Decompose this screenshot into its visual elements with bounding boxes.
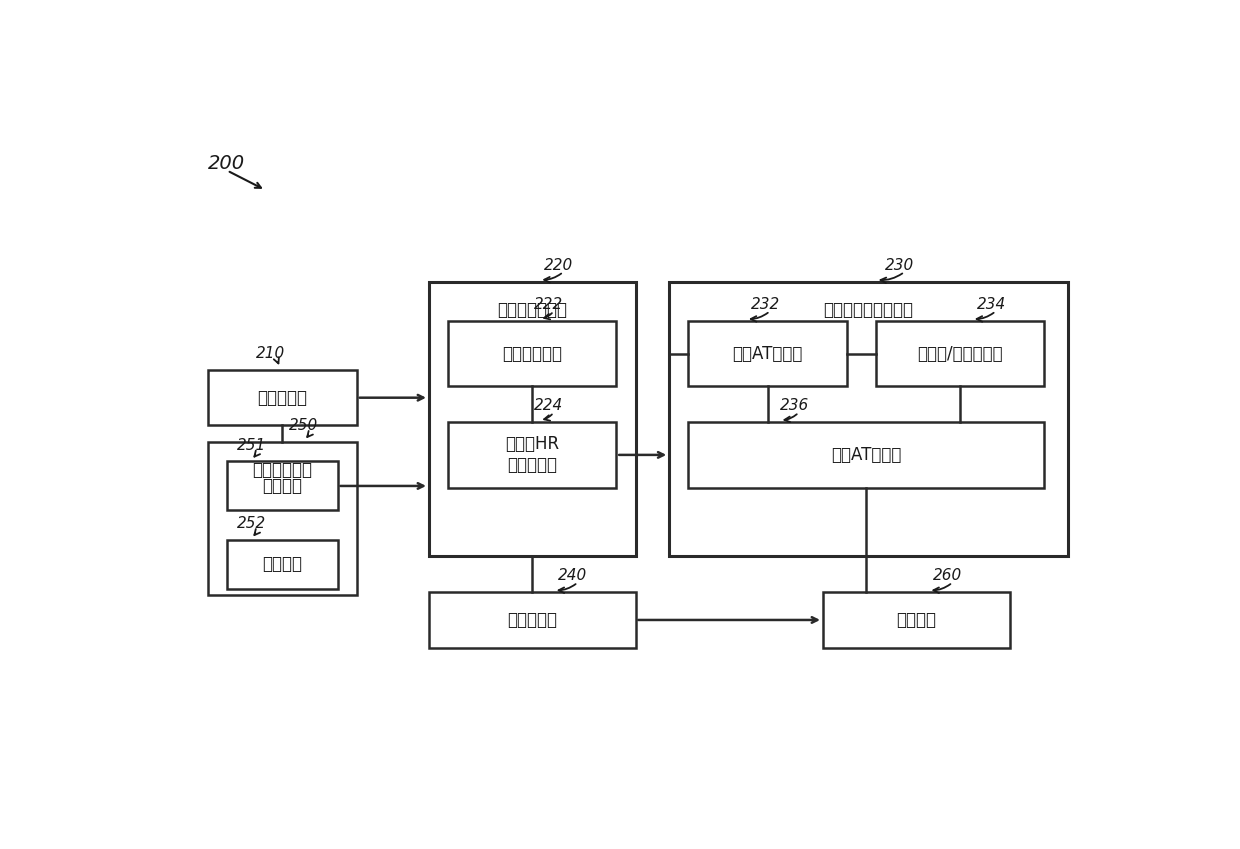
Text: 治痗电路: 治痗电路	[897, 611, 936, 629]
Text: 230: 230	[885, 258, 914, 273]
Bar	[448, 422, 616, 487]
Text: 232: 232	[750, 297, 780, 312]
Text: 输入单元: 输入单元	[263, 477, 303, 495]
Text: 传感器电路: 传感器电路	[258, 389, 308, 407]
Bar	[429, 593, 635, 648]
Text: 用户界面单元: 用户界面单元	[252, 462, 312, 480]
Text: 代表性HR
计算器电路: 代表性HR 计算器电路	[505, 436, 559, 475]
Text: 224: 224	[534, 398, 564, 413]
Bar	[227, 540, 337, 589]
Text: 236: 236	[780, 398, 808, 413]
Bar	[429, 282, 635, 556]
Text: 心率检测器电路: 心率检测器电路	[497, 301, 567, 319]
Text: 240: 240	[558, 568, 588, 583]
Bar	[875, 321, 1044, 386]
Text: 250: 250	[289, 418, 319, 433]
Text: 251: 251	[237, 437, 265, 453]
Bar	[688, 422, 1044, 487]
Text: 252: 252	[237, 516, 265, 531]
Bar	[670, 282, 1068, 556]
Bar	[208, 370, 357, 425]
Text: 输出单元: 输出单元	[263, 555, 303, 573]
Text: 260: 260	[934, 568, 962, 583]
Text: 初始AT检测器: 初始AT检测器	[733, 345, 802, 363]
Text: 计时器/计数器电路: 计时器/计数器电路	[918, 345, 1003, 363]
Text: 200: 200	[208, 155, 246, 173]
Bar	[688, 321, 847, 386]
Text: 220: 220	[544, 258, 573, 273]
Text: 持续AT检测器: 持续AT检测器	[831, 446, 901, 464]
Bar	[208, 441, 357, 595]
Text: 控制器电路: 控制器电路	[507, 611, 557, 629]
Text: 210: 210	[255, 346, 285, 361]
Text: 心律失常检测器电路: 心律失常检测器电路	[823, 301, 914, 319]
Text: 心跳感测电路: 心跳感测电路	[502, 345, 562, 363]
Text: 234: 234	[976, 297, 1006, 312]
Bar	[448, 321, 616, 386]
Bar	[227, 462, 337, 510]
Text: 222: 222	[534, 297, 564, 312]
Bar	[823, 593, 1011, 648]
